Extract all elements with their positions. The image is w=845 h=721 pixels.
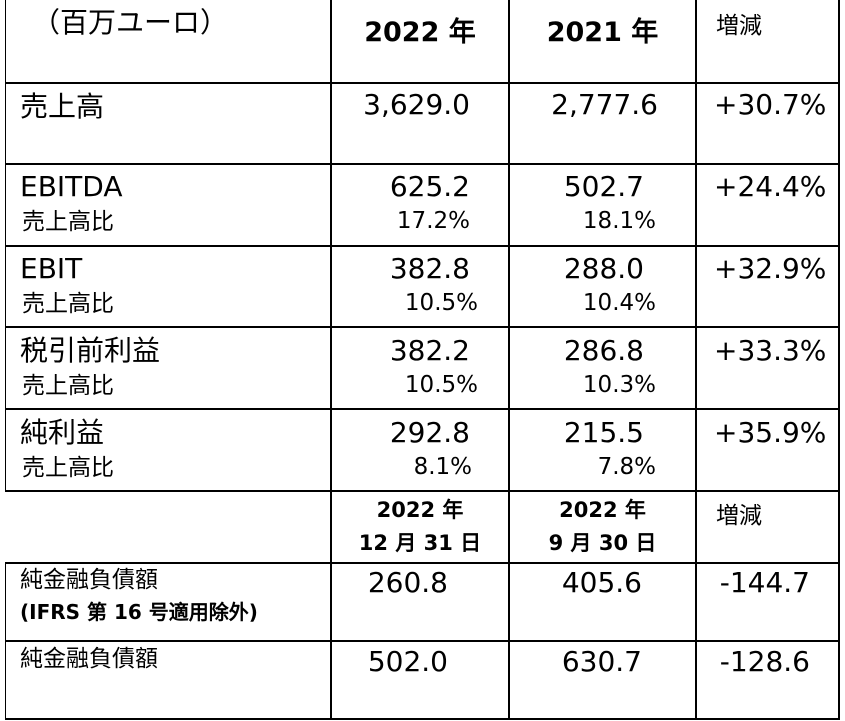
header-2021: 2021 年 (546, 17, 659, 48)
row-divider (5, 562, 840, 564)
debt-change: -128.6 (719, 645, 810, 678)
value-change: +33.3% (714, 334, 827, 367)
row-divider (5, 245, 840, 247)
percent-2021: 10.3% (582, 372, 656, 398)
value-change: +35.9% (714, 416, 827, 449)
percent-2022: 10.5% (404, 372, 478, 398)
percent-2022: 17.2% (396, 208, 470, 234)
row-sublabel: 売上高比 (22, 455, 114, 481)
row-label: 純利益 (20, 416, 105, 449)
debt-label: 純金融負債額 (20, 567, 158, 593)
header-2022: 2022 年 (364, 17, 476, 48)
row-label: EBITDA (20, 170, 123, 203)
value-change: +30.7% (714, 88, 827, 121)
value-2022: 382.8 (389, 252, 470, 285)
value-change: +32.9% (714, 252, 827, 285)
debt-label: 純金融負債額 (20, 646, 158, 672)
row-sublabel: 売上高比 (22, 291, 114, 317)
column-divider (838, 0, 840, 720)
value-2022: 382.2 (389, 334, 470, 367)
value-2022: 625.2 (389, 170, 470, 203)
row-label: 売上高 (20, 90, 105, 123)
row-divider (5, 326, 840, 328)
row-divider (5, 490, 840, 492)
value-2022: 292.8 (389, 416, 470, 449)
column-divider (330, 0, 332, 720)
row-divider (5, 640, 840, 642)
date-header-2-day: 9 月 30 日 (548, 531, 657, 555)
debt-value-1: 502.0 (367, 645, 448, 678)
header-change-2: 増減 (716, 503, 762, 529)
row-label: 税引前利益 (20, 334, 161, 367)
value-change: +24.4% (714, 170, 827, 203)
row-divider (5, 82, 840, 84)
row-label: EBIT (20, 252, 83, 285)
row-divider (5, 408, 840, 410)
value-2021: 502.7 (563, 170, 644, 203)
column-divider (5, 0, 6, 490)
debt-value-2: 405.6 (561, 566, 642, 599)
unit-label: （百万ユーロ） (32, 6, 229, 39)
percent-2022: 8.1% (413, 454, 472, 480)
value-2021: 286.8 (563, 334, 644, 367)
debt-label-note: (IFRS 第 16 号適用除外) (20, 600, 258, 624)
percent-2021: 7.8% (597, 454, 656, 480)
value-2021: 215.5 (563, 416, 644, 449)
row-divider (5, 163, 840, 165)
percent-2021: 10.4% (582, 290, 656, 316)
value-2021: 2,777.6 (551, 88, 658, 121)
percent-2022: 10.5% (404, 290, 478, 316)
date-header-1-year: 2022 年 (376, 498, 464, 522)
value-2021: 288.0 (563, 252, 644, 285)
percent-2021: 18.1% (582, 208, 656, 234)
row-sublabel: 売上高比 (22, 373, 114, 399)
debt-value-1: 260.8 (367, 566, 448, 599)
debt-value-2: 630.7 (561, 645, 642, 678)
date-header-2-year: 2022 年 (559, 498, 646, 522)
header-change: 増減 (716, 13, 762, 39)
value-2022: 3,629.0 (363, 88, 470, 121)
row-sublabel: 売上高比 (22, 209, 114, 235)
date-header-1-day: 12 月 31 日 (358, 531, 482, 555)
column-divider (508, 0, 510, 720)
row-divider (5, 718, 840, 720)
column-divider (695, 0, 697, 720)
column-divider (5, 562, 6, 720)
debt-change: -144.7 (719, 566, 810, 599)
